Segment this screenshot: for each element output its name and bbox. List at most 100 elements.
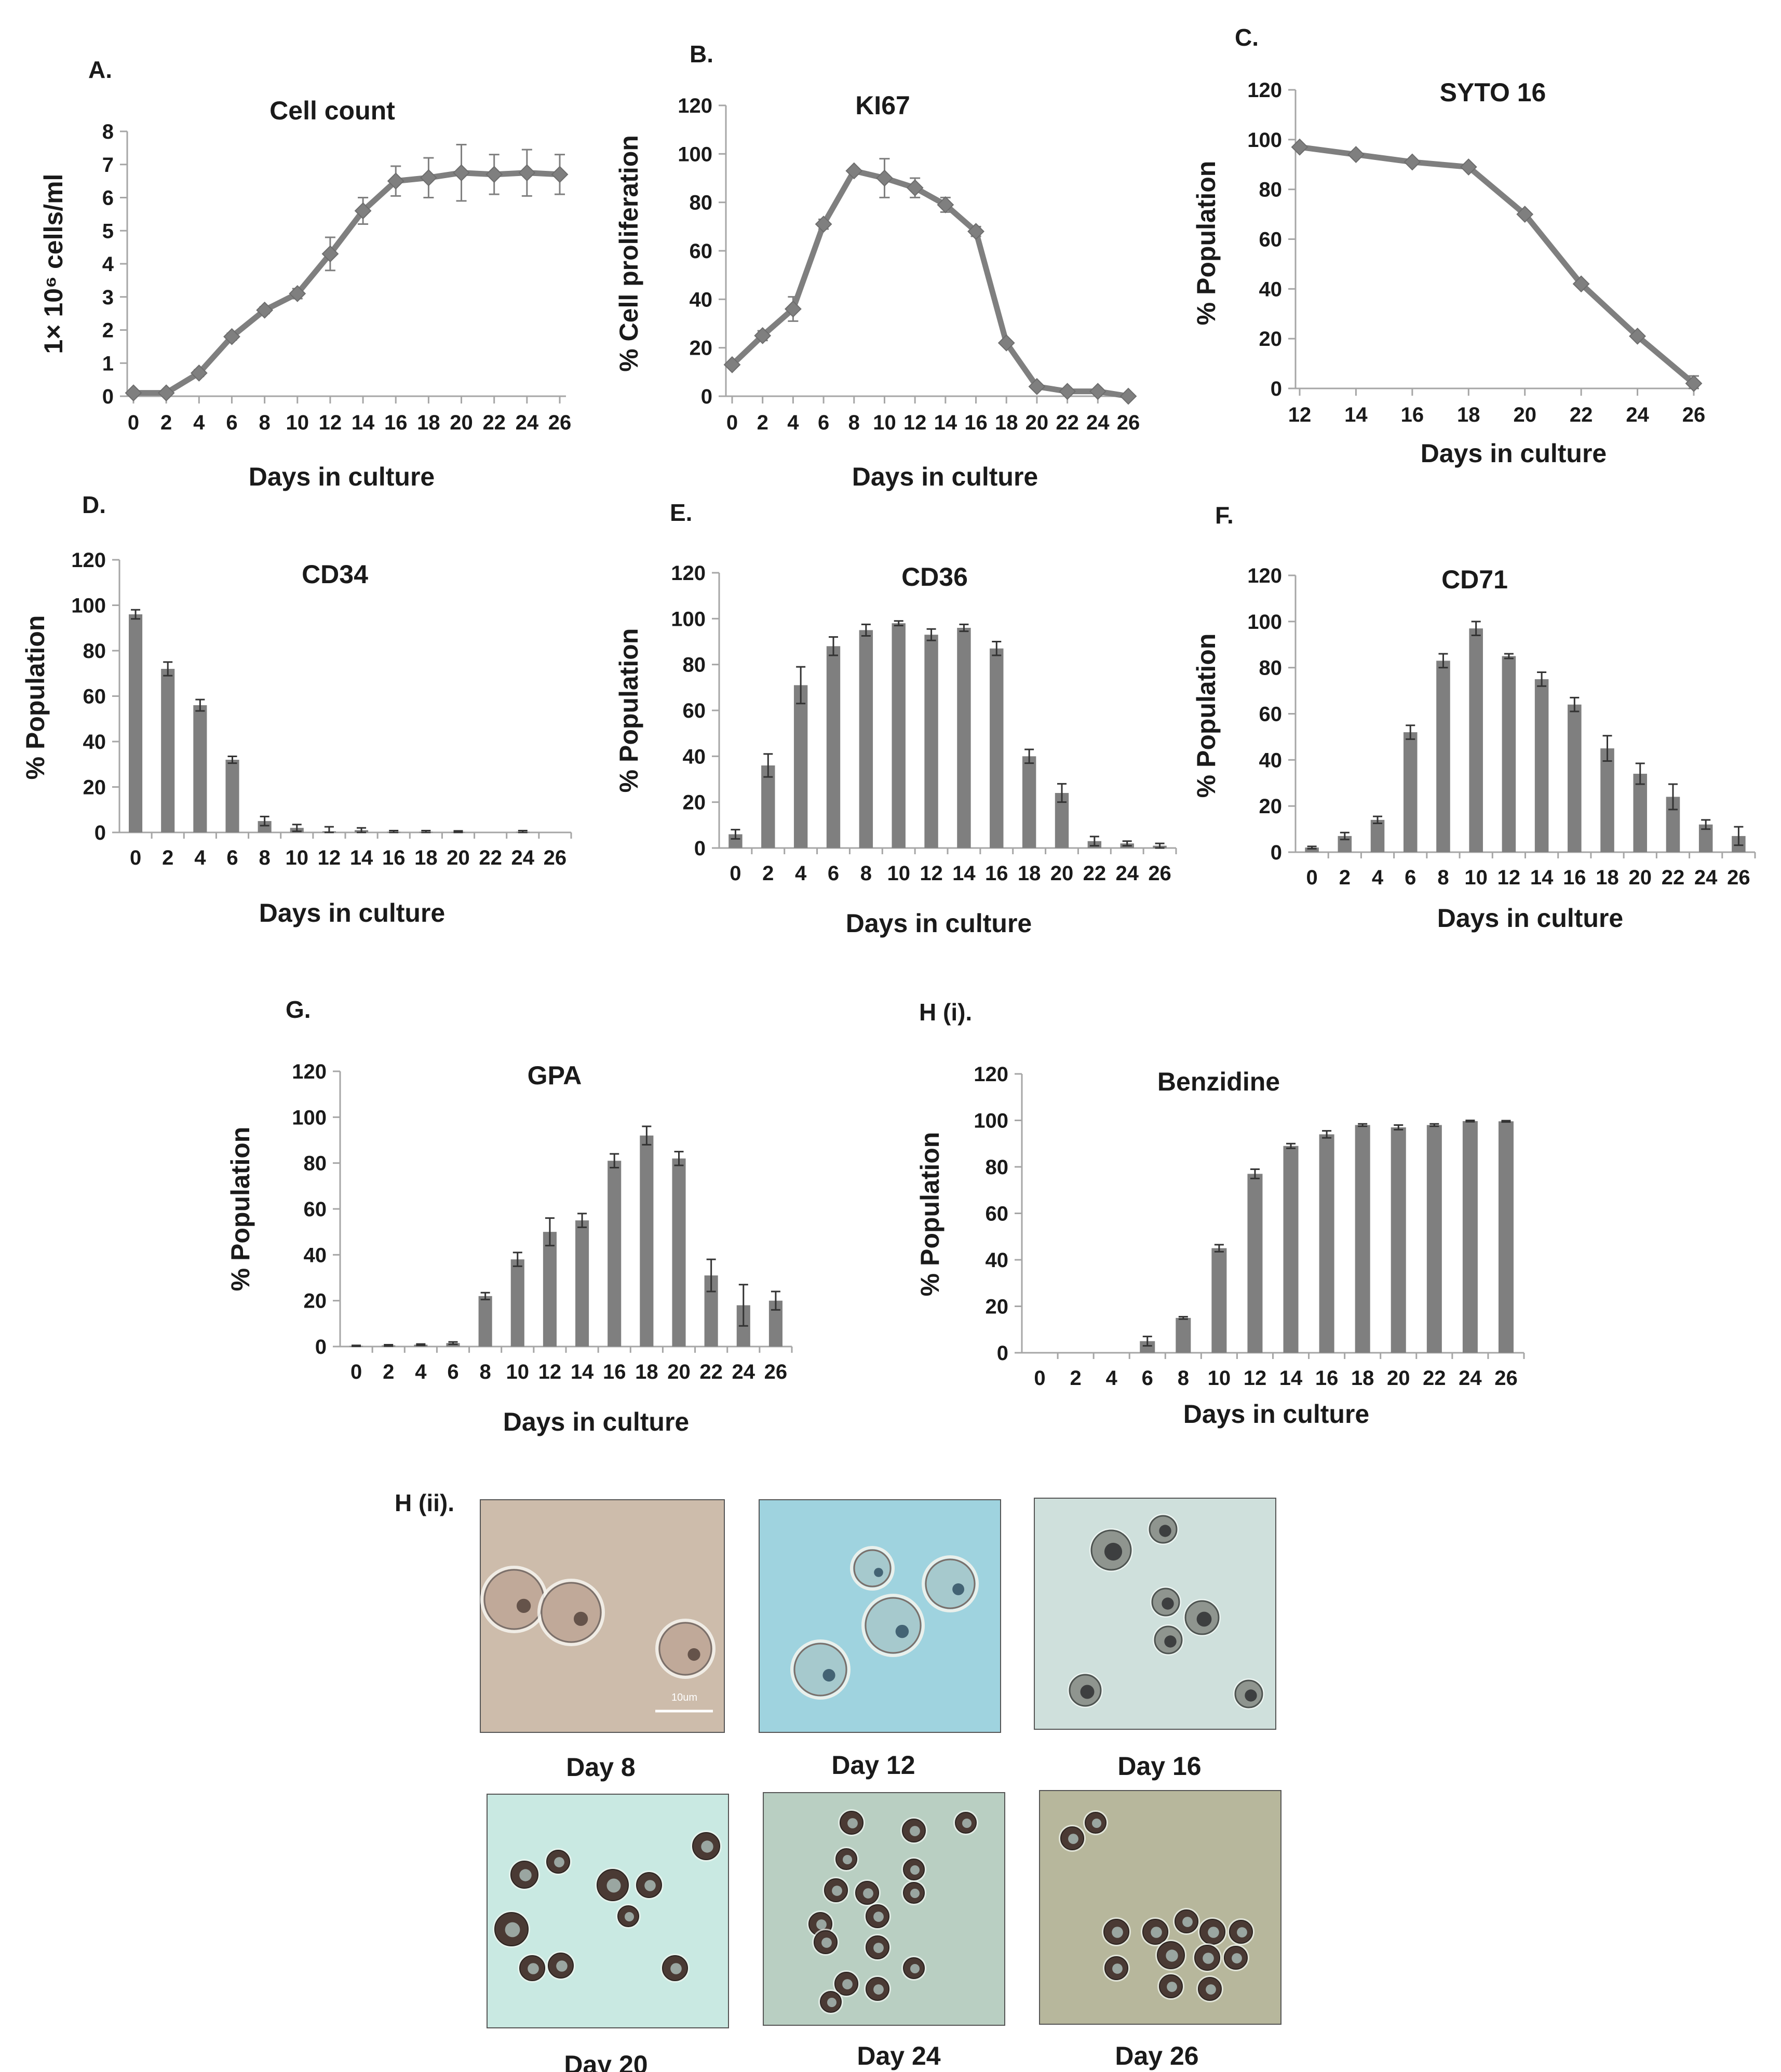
cell-center: [1151, 1927, 1162, 1938]
bar: [1502, 656, 1516, 852]
cell-nucleus: [952, 1583, 965, 1595]
x-tick-label: 24: [1626, 403, 1649, 426]
x-tick-label: 18: [417, 411, 440, 434]
x-tick-label: 12: [920, 862, 943, 885]
y-tick-label: 40: [1259, 749, 1283, 772]
panel-letter: H (i).: [919, 999, 972, 1026]
cell-center: [832, 1886, 842, 1896]
micrograph-caption: Day 12: [831, 1751, 915, 1780]
x-tick-label: 2: [162, 846, 173, 869]
y-tick-label: 40: [690, 288, 713, 311]
bar: [990, 648, 1004, 848]
cell-nucleus: [516, 1598, 531, 1613]
bar: [859, 630, 873, 848]
y-tick-label: 120: [1247, 79, 1282, 102]
bar: [1391, 1127, 1406, 1353]
cell-nucleus: [895, 1624, 909, 1638]
bar: [1633, 773, 1648, 852]
x-tick-label: 12: [1244, 1367, 1267, 1390]
chart-title: Cell count: [269, 96, 395, 125]
x-tick-label: 0: [128, 411, 139, 434]
x-tick-label: 4: [194, 846, 206, 869]
y-tick-label: 8: [102, 120, 114, 143]
y-tick-label: 80: [304, 1152, 327, 1175]
y-tick-label: 60: [683, 699, 706, 722]
y-tick-label: 7: [102, 154, 114, 177]
y-tick-label: 40: [683, 745, 706, 768]
cell: [793, 1643, 847, 1697]
y-axis-label: % Population: [614, 628, 643, 793]
x-tick-label: 24: [1694, 866, 1718, 889]
cell-center: [505, 1922, 520, 1938]
x-tick-label: 6: [447, 1361, 458, 1383]
x-tick-label: 26: [1148, 862, 1171, 885]
cell-center: [910, 1964, 920, 1973]
micrograph-day-20: Day 20: [487, 1794, 729, 2072]
x-axis-label: Days in culture: [503, 1407, 689, 1436]
y-tick-label: 40: [304, 1244, 327, 1267]
x-tick-label: 2: [1070, 1367, 1081, 1390]
cell-nucleus: [1196, 1611, 1212, 1627]
cell-center: [910, 1889, 920, 1898]
y-tick-label: 60: [83, 685, 106, 708]
x-tick-label: 16: [1315, 1367, 1339, 1390]
bar: [575, 1220, 589, 1347]
x-tick-label: 10: [873, 411, 896, 434]
cell-center: [670, 1963, 682, 1974]
x-tick-label: 10: [286, 411, 309, 434]
cell-halo: [861, 1594, 925, 1657]
x-tick-label: 0: [1306, 866, 1317, 889]
chart-title: SYTO 16: [1440, 78, 1546, 107]
panel-letter: G.: [286, 996, 311, 1023]
micrograph-caption: Day 8: [566, 1753, 635, 1782]
x-tick-label: 8: [480, 1361, 491, 1383]
chart-title: CD71: [1441, 565, 1508, 594]
cell: [658, 1622, 712, 1676]
y-tick-label: 6: [102, 187, 114, 210]
x-tick-label: 18: [1596, 866, 1619, 889]
cell-center: [821, 1938, 832, 1948]
x-tick-label: 24: [1086, 411, 1110, 434]
cell: [853, 1549, 892, 1587]
cell-center: [827, 1998, 836, 2007]
y-tick-label: 120: [292, 1060, 327, 1083]
panel-letter: B.: [690, 41, 713, 68]
cell-nucleus: [1245, 1689, 1257, 1702]
x-tick-label: 14: [352, 411, 375, 434]
x-tick-label: 20: [1050, 862, 1074, 885]
data-point: [453, 164, 470, 182]
bar: [1469, 628, 1483, 852]
x-tick-label: 6: [226, 846, 238, 869]
x-tick-label: 16: [384, 411, 408, 434]
x-tick-label: 14: [952, 862, 976, 885]
y-tick-label: 0: [315, 1336, 327, 1358]
y-tick-label: 80: [1259, 657, 1283, 680]
chart-title: CD36: [901, 562, 968, 591]
cell-center: [1092, 1819, 1101, 1828]
x-tick-label: 4: [415, 1361, 427, 1383]
x-tick-label: 2: [762, 862, 774, 885]
chart-panel-c: C. SYTO 16 % Population Days in culture 0 20 4…: [1192, 24, 1705, 468]
cell-center: [962, 1819, 972, 1828]
x-tick-label: 26: [1494, 1367, 1518, 1390]
x-tick-label: 24: [1459, 1367, 1482, 1390]
panel-letter: D.: [82, 491, 106, 518]
cell-center: [1206, 1984, 1216, 1995]
y-axis-label: % Population: [21, 615, 50, 780]
x-axis-label: Days in culture: [1183, 1400, 1369, 1429]
y-tick-label: 100: [671, 608, 706, 630]
series-line: [730, 168, 1129, 399]
data-point: [289, 285, 306, 302]
cell: [483, 1569, 545, 1630]
cell-center: [556, 1960, 568, 1972]
y-tick-label: 120: [974, 1063, 1008, 1086]
panel-letter: E.: [670, 499, 692, 526]
cell-center: [606, 1878, 621, 1893]
x-tick-label: 12: [903, 411, 927, 434]
x-tick-label: 8: [848, 411, 860, 434]
bar: [608, 1161, 622, 1347]
bar: [1462, 1121, 1478, 1353]
data-point: [485, 166, 503, 183]
bar: [1176, 1317, 1191, 1353]
